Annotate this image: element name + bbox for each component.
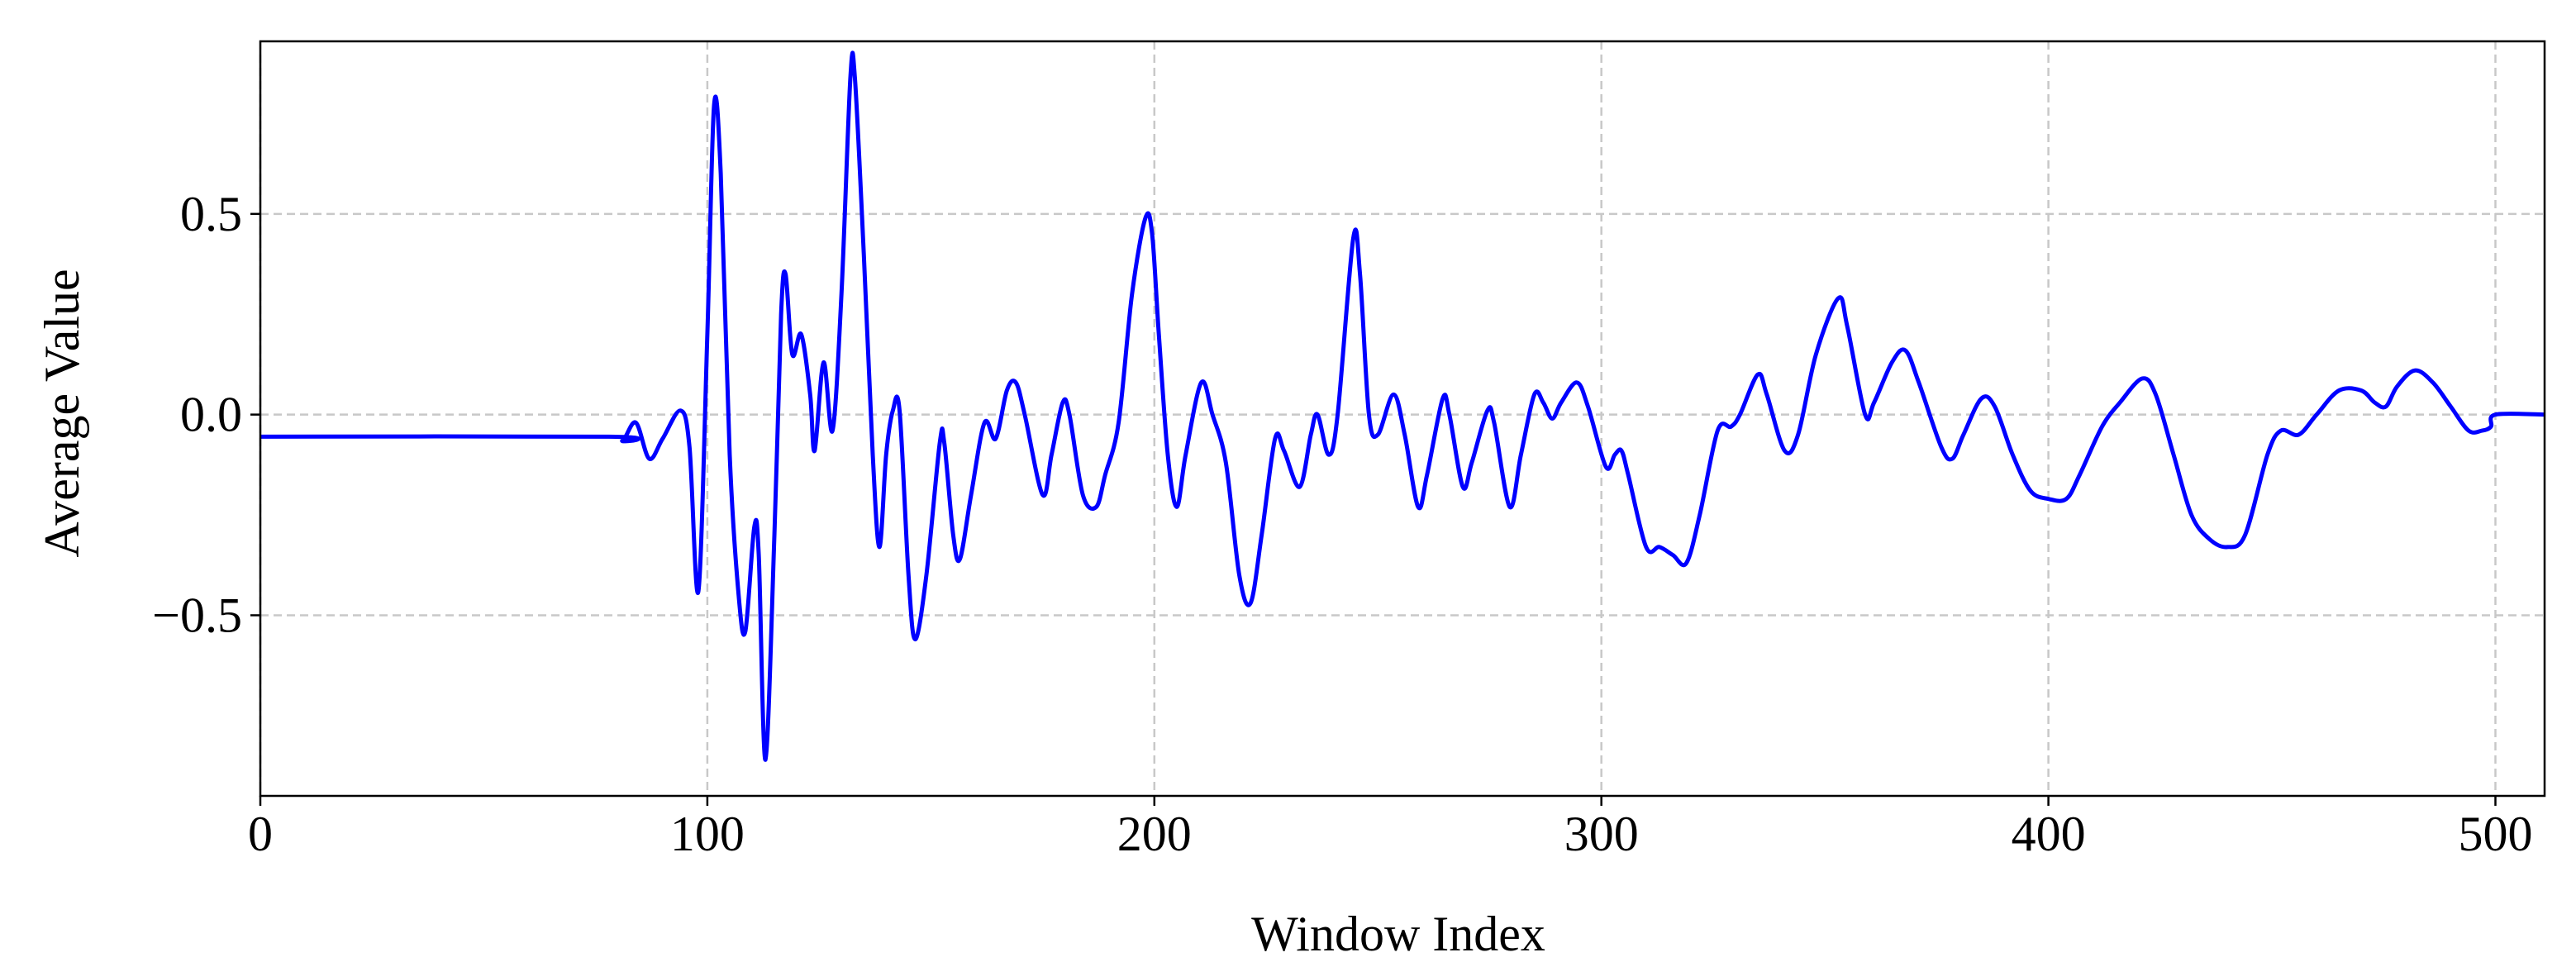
x-tick-label: 0 xyxy=(248,807,273,861)
x-tick-label: 500 xyxy=(2459,807,2533,861)
y-tick-label: −0.5 xyxy=(152,588,242,642)
y-axis-label: Average Value xyxy=(35,269,89,557)
x-tick-label: 300 xyxy=(1564,807,1639,861)
data-line xyxy=(260,50,2545,762)
x-tick-label: 100 xyxy=(670,807,745,861)
y-tick-label: 0.5 xyxy=(180,187,242,241)
x-tick-label: 200 xyxy=(1117,807,1192,861)
x-tick-label: 400 xyxy=(2012,807,2086,861)
plot-frame xyxy=(259,40,2546,798)
y-tick-label: 0.0 xyxy=(180,388,242,442)
x-axis-label: Window Index xyxy=(1251,907,1545,961)
